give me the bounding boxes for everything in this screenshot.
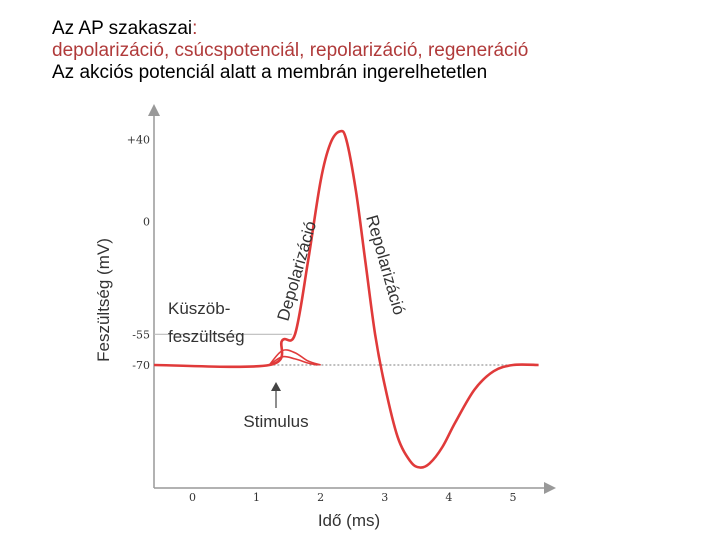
x-tick-label: 0 — [189, 491, 196, 504]
depolarization-label: Depolarizáció — [274, 219, 321, 323]
chart-axes — [148, 104, 556, 494]
slide-title-colon: : — [192, 18, 198, 39]
subthreshold-line — [268, 349, 321, 366]
series-line — [153, 129, 539, 469]
y-tick-label: -55 — [132, 328, 150, 341]
threshold-label-line2: feszültség — [168, 327, 245, 346]
x-tick-label: 2 — [317, 491, 324, 504]
y-tick-label: +40 — [127, 134, 150, 147]
x-tick-label: 1 — [253, 491, 260, 504]
x-tick-label: 3 — [381, 491, 388, 504]
y-ticks: +40 0 -55 -70 — [127, 134, 150, 372]
stimulus-label: Stimulus — [243, 412, 308, 431]
y-tick-label: -70 — [132, 359, 150, 372]
slide-title-line: Az AP szakaszai: — [52, 18, 712, 40]
slide-header: Az AP szakaszai: depolarizáció, csúcspot… — [52, 18, 712, 84]
y-axis-title: Feszültség (mV) — [94, 238, 113, 362]
y-tick-label: 0 — [143, 216, 150, 229]
subthreshold-line — [268, 355, 318, 366]
x-tick-label: 4 — [445, 491, 452, 504]
x-axis-title: Idő (ms) — [318, 511, 380, 530]
phases-list: depolarizáció, csúcspotenciál, repolariz… — [52, 40, 529, 61]
subthreshold-traces — [268, 349, 321, 366]
action-potential-trace — [153, 129, 539, 469]
refractory-note: Az akciós potenciál alatt a membrán inge… — [52, 62, 488, 83]
x-tick-label: 5 — [509, 491, 516, 504]
reference-lines — [154, 333, 526, 366]
slide-title: Az AP szakaszai — [52, 18, 193, 39]
x-ticks: 0 1 2 3 4 5 — [189, 491, 516, 504]
repolarization-label: Repolarizáció — [362, 213, 409, 317]
threshold-label-line1: Küszöb- — [168, 299, 230, 318]
stimulus-arrowhead — [271, 382, 281, 391]
